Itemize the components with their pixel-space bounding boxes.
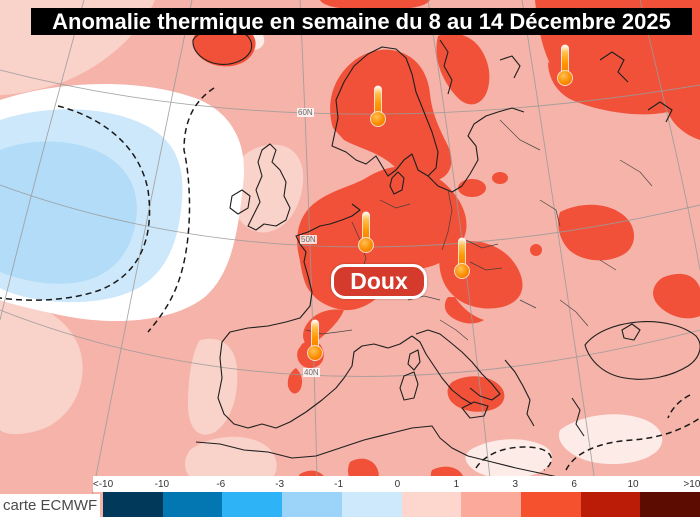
latitude-label-60n: 60N: [297, 108, 314, 117]
legend-colorbar: [103, 492, 700, 517]
legend-color-segment: [162, 492, 223, 517]
legend-color-segment: [640, 492, 700, 517]
latitude-label-50n: 50N: [300, 235, 317, 244]
doux-badge: Doux: [331, 264, 427, 299]
legend-ticks: <-10 -10 -6 -3 -1 0 1 3 6 10 >10: [93, 476, 700, 492]
legend-color-segment: [103, 492, 163, 517]
latitude-label-40n: 40N: [303, 368, 320, 377]
legend-color-segment: [341, 492, 402, 517]
legend-color-segment: [461, 492, 521, 517]
legend-color-segment: [401, 492, 462, 517]
map-title: Anomalie thermique en semaine du 8 au 14…: [31, 8, 692, 35]
legend-color-segment: [520, 492, 581, 517]
legend-color-segment: [580, 492, 641, 517]
map-source-label: carte ECMWF: [0, 494, 100, 517]
dashed-zero-contour: [0, 87, 700, 471]
ocean-cold-anomaly: [0, 83, 245, 322]
legend-color-segment: [282, 492, 342, 517]
legend-color-segment: [222, 492, 283, 517]
doux-badge-label: Doux: [350, 268, 408, 294]
legend-ticks-row: <-10 -10 -6 -3 -1 0 1 3 6 10 >10: [92, 478, 700, 490]
